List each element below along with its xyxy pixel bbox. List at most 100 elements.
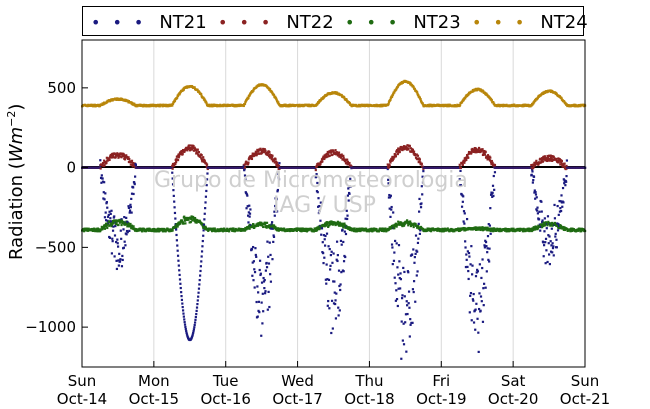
nt21-point: [243, 174, 247, 177]
nt24-point: [203, 97, 206, 101]
nt21-point: [401, 294, 404, 297]
nt21-point: [116, 238, 119, 241]
nt23-point: [175, 223, 178, 226]
nt23-point: [276, 229, 279, 232]
nt23-point: [168, 230, 171, 233]
nt21-point: [259, 272, 262, 275]
nt23-point: [120, 223, 123, 227]
nt23-point: [216, 228, 219, 231]
nt21-point: [172, 194, 175, 197]
nt22-point: [487, 155, 490, 158]
nt21-point: [179, 282, 182, 285]
nt22-point: [105, 161, 108, 164]
nt21-point: [263, 287, 266, 290]
nt21-point: [105, 201, 108, 204]
nt23-point: [94, 228, 98, 231]
nt24-point: [210, 103, 213, 106]
nt22-point: [178, 154, 181, 157]
nt21-point: [417, 222, 420, 225]
nt24-point: [212, 104, 215, 108]
nt22-point: [268, 150, 271, 154]
nt21-point: [541, 219, 544, 222]
nt21-point: [120, 265, 124, 268]
nt22-point: [490, 159, 493, 163]
nt21-point: [204, 201, 207, 204]
nt21-point: [184, 327, 187, 331]
nt21-point: [471, 264, 474, 267]
nt21-point: [175, 233, 178, 237]
nt24-point: [178, 93, 181, 96]
nt23-point: [187, 218, 190, 221]
nt23-point: [546, 224, 549, 227]
nt21-point: [334, 299, 337, 302]
nt21-point: [462, 210, 466, 213]
nt21-point: [121, 254, 124, 258]
nt23-point: [536, 227, 539, 230]
nt21-point: [491, 195, 494, 198]
nt23-point: [542, 224, 545, 228]
nt22-point: [257, 152, 261, 155]
nt21-point: [176, 254, 180, 257]
nt21-point: [463, 222, 466, 225]
nt21-point: [104, 211, 107, 214]
nt21-point: [108, 210, 111, 213]
nt24-point: [513, 103, 516, 106]
nt21-point: [126, 231, 129, 234]
nt23-point: [428, 228, 431, 231]
nt21-point: [534, 193, 538, 196]
nt21-point: [480, 300, 483, 303]
nt22-point: [485, 155, 488, 158]
nt23-point: [503, 229, 507, 232]
nt21-point: [491, 184, 495, 187]
nt22-point: [111, 154, 115, 157]
nt21-point: [399, 278, 403, 281]
nt21-point: [334, 302, 337, 306]
nt21-point: [545, 249, 548, 252]
nt24-point: [396, 85, 399, 88]
nt23-point: [260, 221, 263, 224]
nt23-point: [104, 225, 107, 228]
nt22-point: [337, 153, 340, 156]
nt21-point: [474, 275, 478, 278]
nt21-point: [556, 229, 560, 232]
nt21-point: [347, 199, 350, 202]
nt23-point: [105, 224, 108, 227]
nt21-point: [535, 196, 538, 199]
nt21-point: [335, 292, 338, 295]
nt23-point: [217, 229, 220, 233]
nt24-point: [348, 102, 351, 105]
nt21-point: [390, 243, 394, 246]
nt22-point: [324, 153, 327, 156]
nt21-point: [536, 206, 539, 209]
nt22-point: [322, 155, 326, 159]
nt21-point: [556, 204, 559, 208]
nt21-point: [392, 259, 396, 262]
nt23-point: [85, 229, 88, 232]
nt22-point: [399, 147, 402, 150]
nt23-point: [152, 229, 155, 232]
nt21-point: [248, 212, 252, 215]
nt22-point: [328, 154, 331, 157]
nt23-point: [402, 222, 405, 225]
nt23-point: [521, 228, 524, 231]
nt23-point: [336, 220, 339, 223]
nt23-point: [389, 227, 392, 230]
nt22-point: [186, 149, 189, 152]
nt22-point: [171, 167, 174, 170]
nt21-point: [128, 229, 131, 233]
nt21-point: [539, 229, 542, 232]
nt21-point: [253, 271, 257, 274]
nt22-point: [402, 146, 405, 149]
nt21-point: [327, 245, 330, 248]
nt21-point: [128, 209, 132, 212]
nt21-point: [121, 258, 124, 262]
nt22-point: [180, 151, 183, 154]
nt21-point: [267, 262, 271, 265]
nt21-point: [185, 333, 189, 336]
nt22-point: [546, 156, 550, 160]
nt21-point: [487, 258, 490, 261]
nt21-point: [345, 209, 348, 212]
nt23-point: [305, 227, 308, 230]
nt22-point: [101, 161, 105, 165]
nt22-point: [327, 153, 330, 156]
